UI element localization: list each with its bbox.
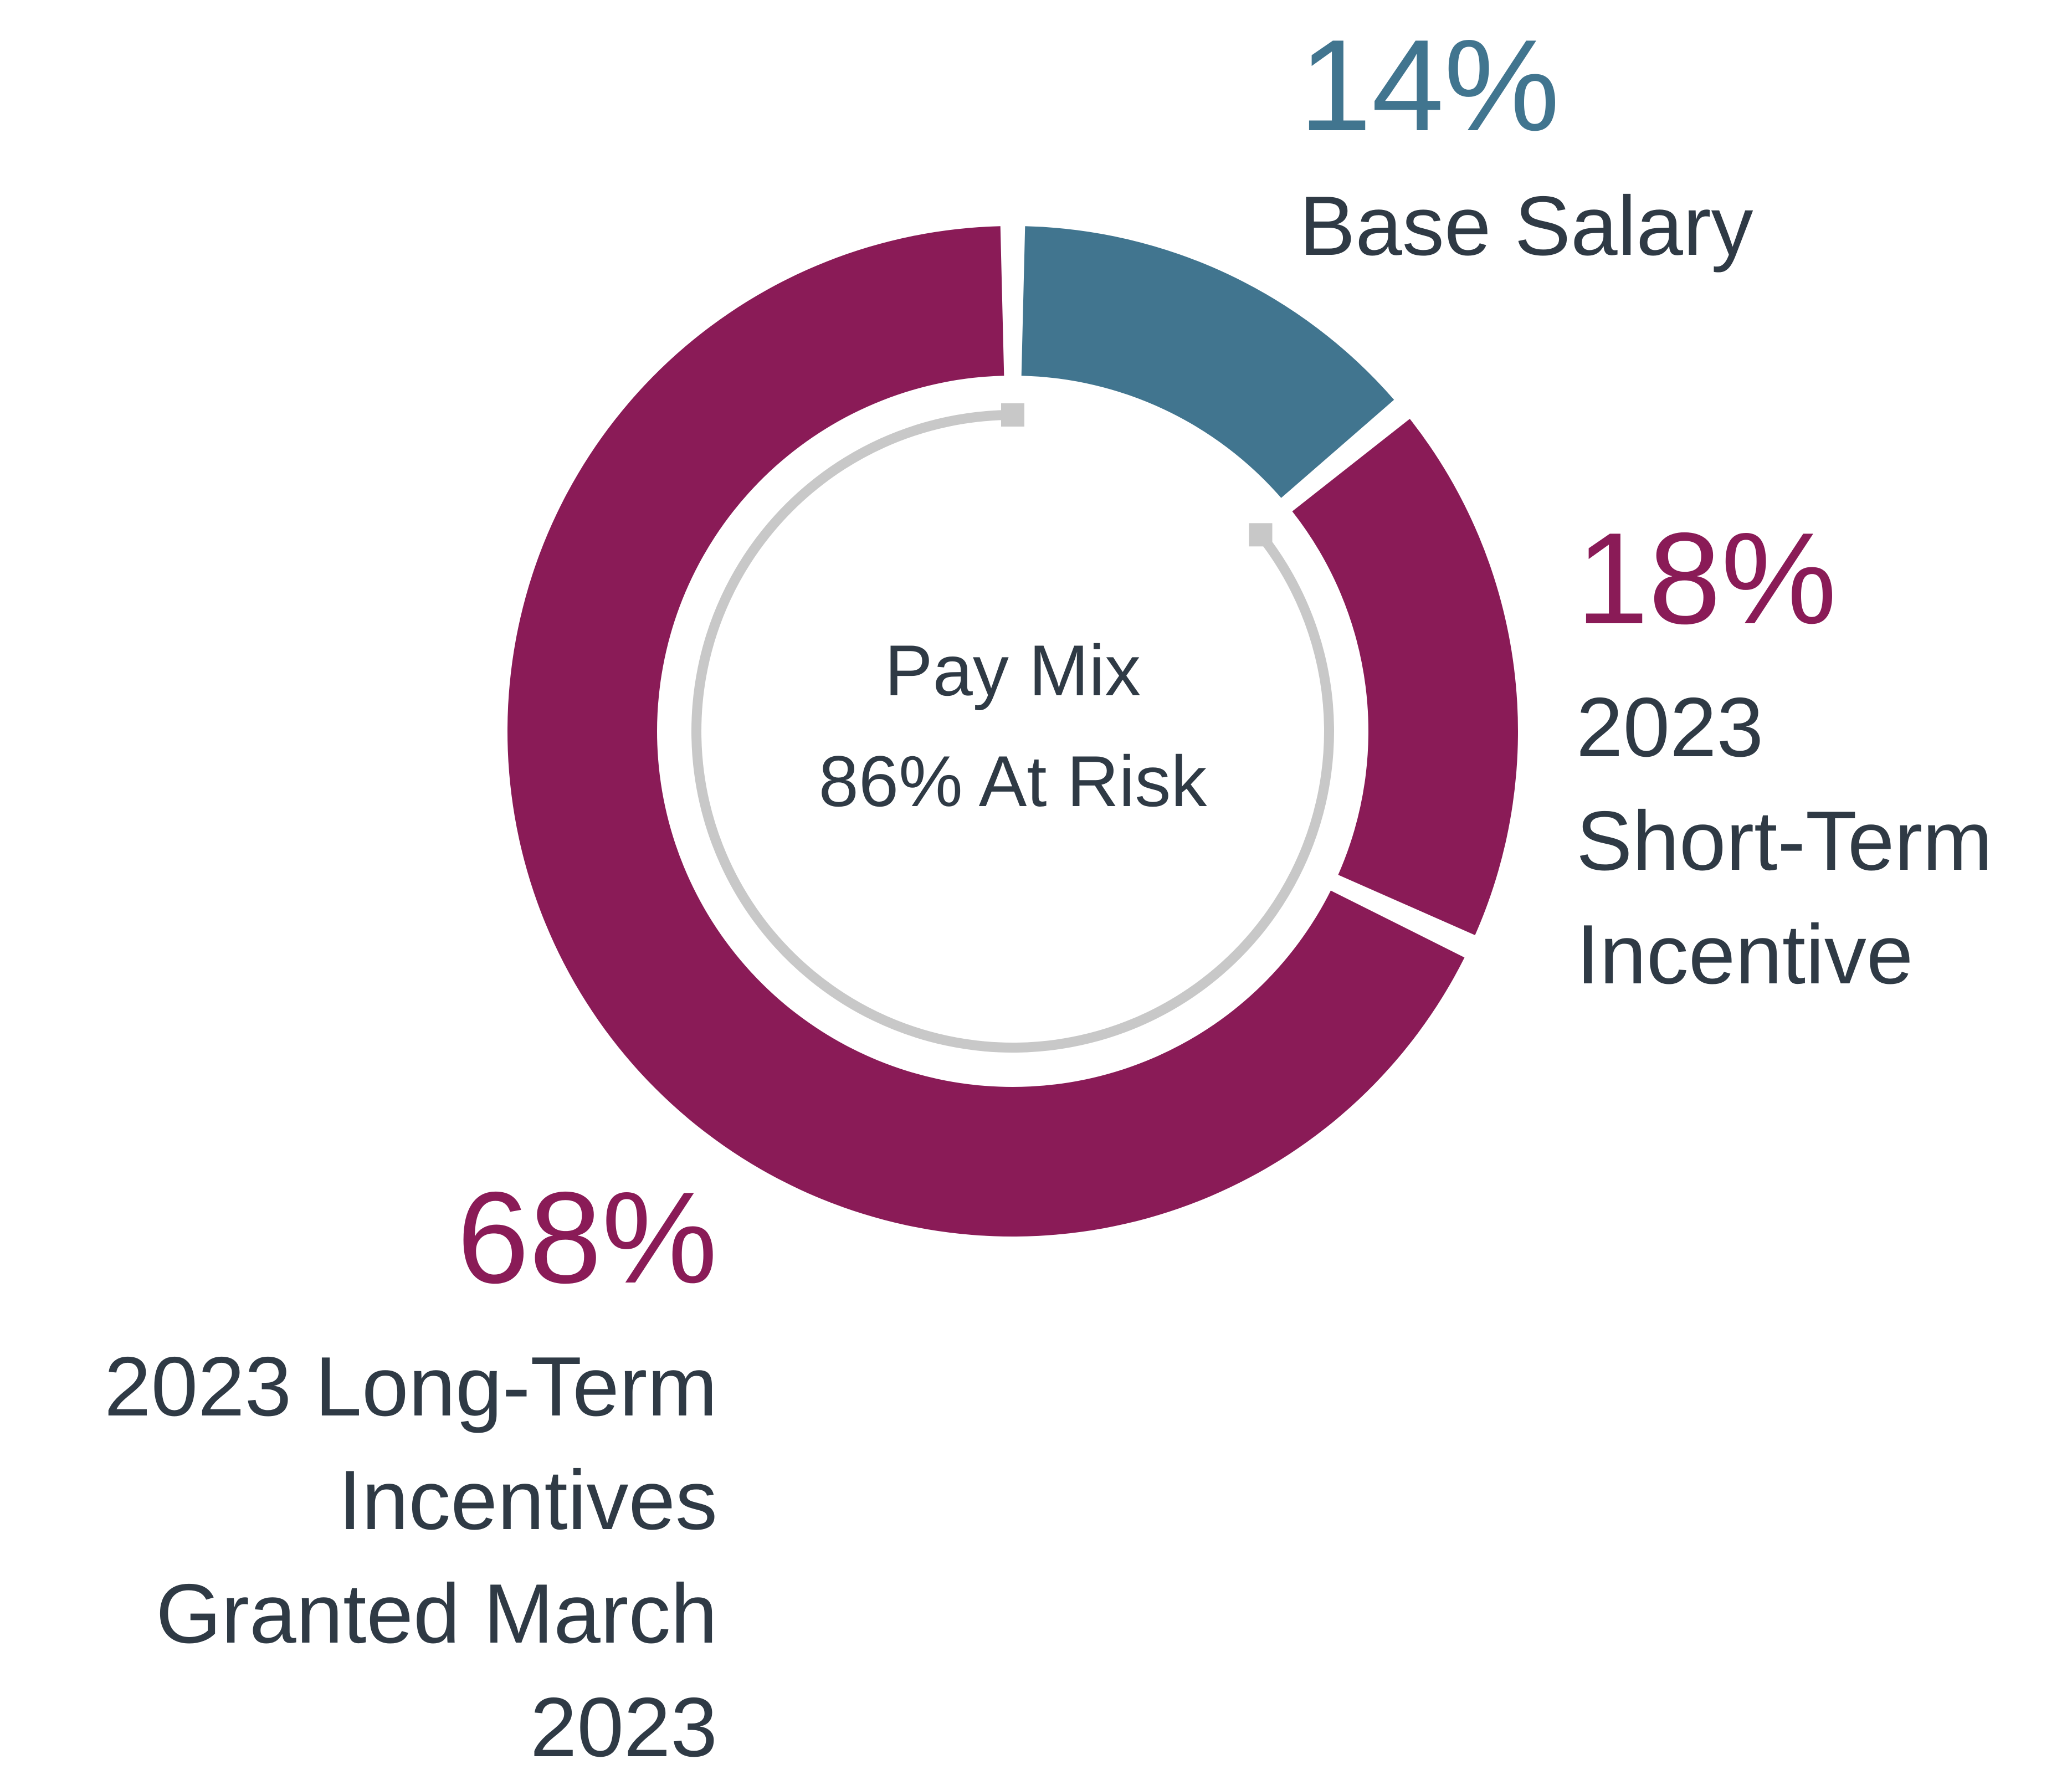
center-title: Pay Mix [885, 630, 1141, 711]
category-label-2-line-2: Short-Term [1576, 794, 1993, 888]
value-label-2: 18% [1576, 505, 1837, 651]
value-label-1: 14% [1299, 12, 1560, 158]
category-label-3-line-2: Incentives [339, 1453, 717, 1547]
category-label-3-line-3: Granted March [156, 1567, 717, 1661]
at-risk-arc-end-marker-1 [1249, 523, 1273, 547]
category-label-1-line-1: Base Salary [1299, 179, 1753, 273]
value-label-3: 68% [457, 1165, 717, 1310]
center-subtitle: 86% At Risk [819, 741, 1208, 822]
at-risk-arc [691, 410, 1334, 1053]
donut-segment-1 [1021, 226, 1394, 498]
donut-segment-2 [1292, 419, 1518, 936]
category-label-3-line-4: 2023 [530, 1680, 717, 1774]
at-risk-arc-end-marker-2 [1001, 403, 1024, 427]
category-label-3-line-1: 2023 Long-Term [104, 1340, 717, 1434]
category-label-2-line-1: 2023 [1576, 680, 1763, 774]
category-label-2-line-3: Incentive [1576, 907, 1913, 1002]
donut-segment-3 [507, 226, 1465, 1237]
